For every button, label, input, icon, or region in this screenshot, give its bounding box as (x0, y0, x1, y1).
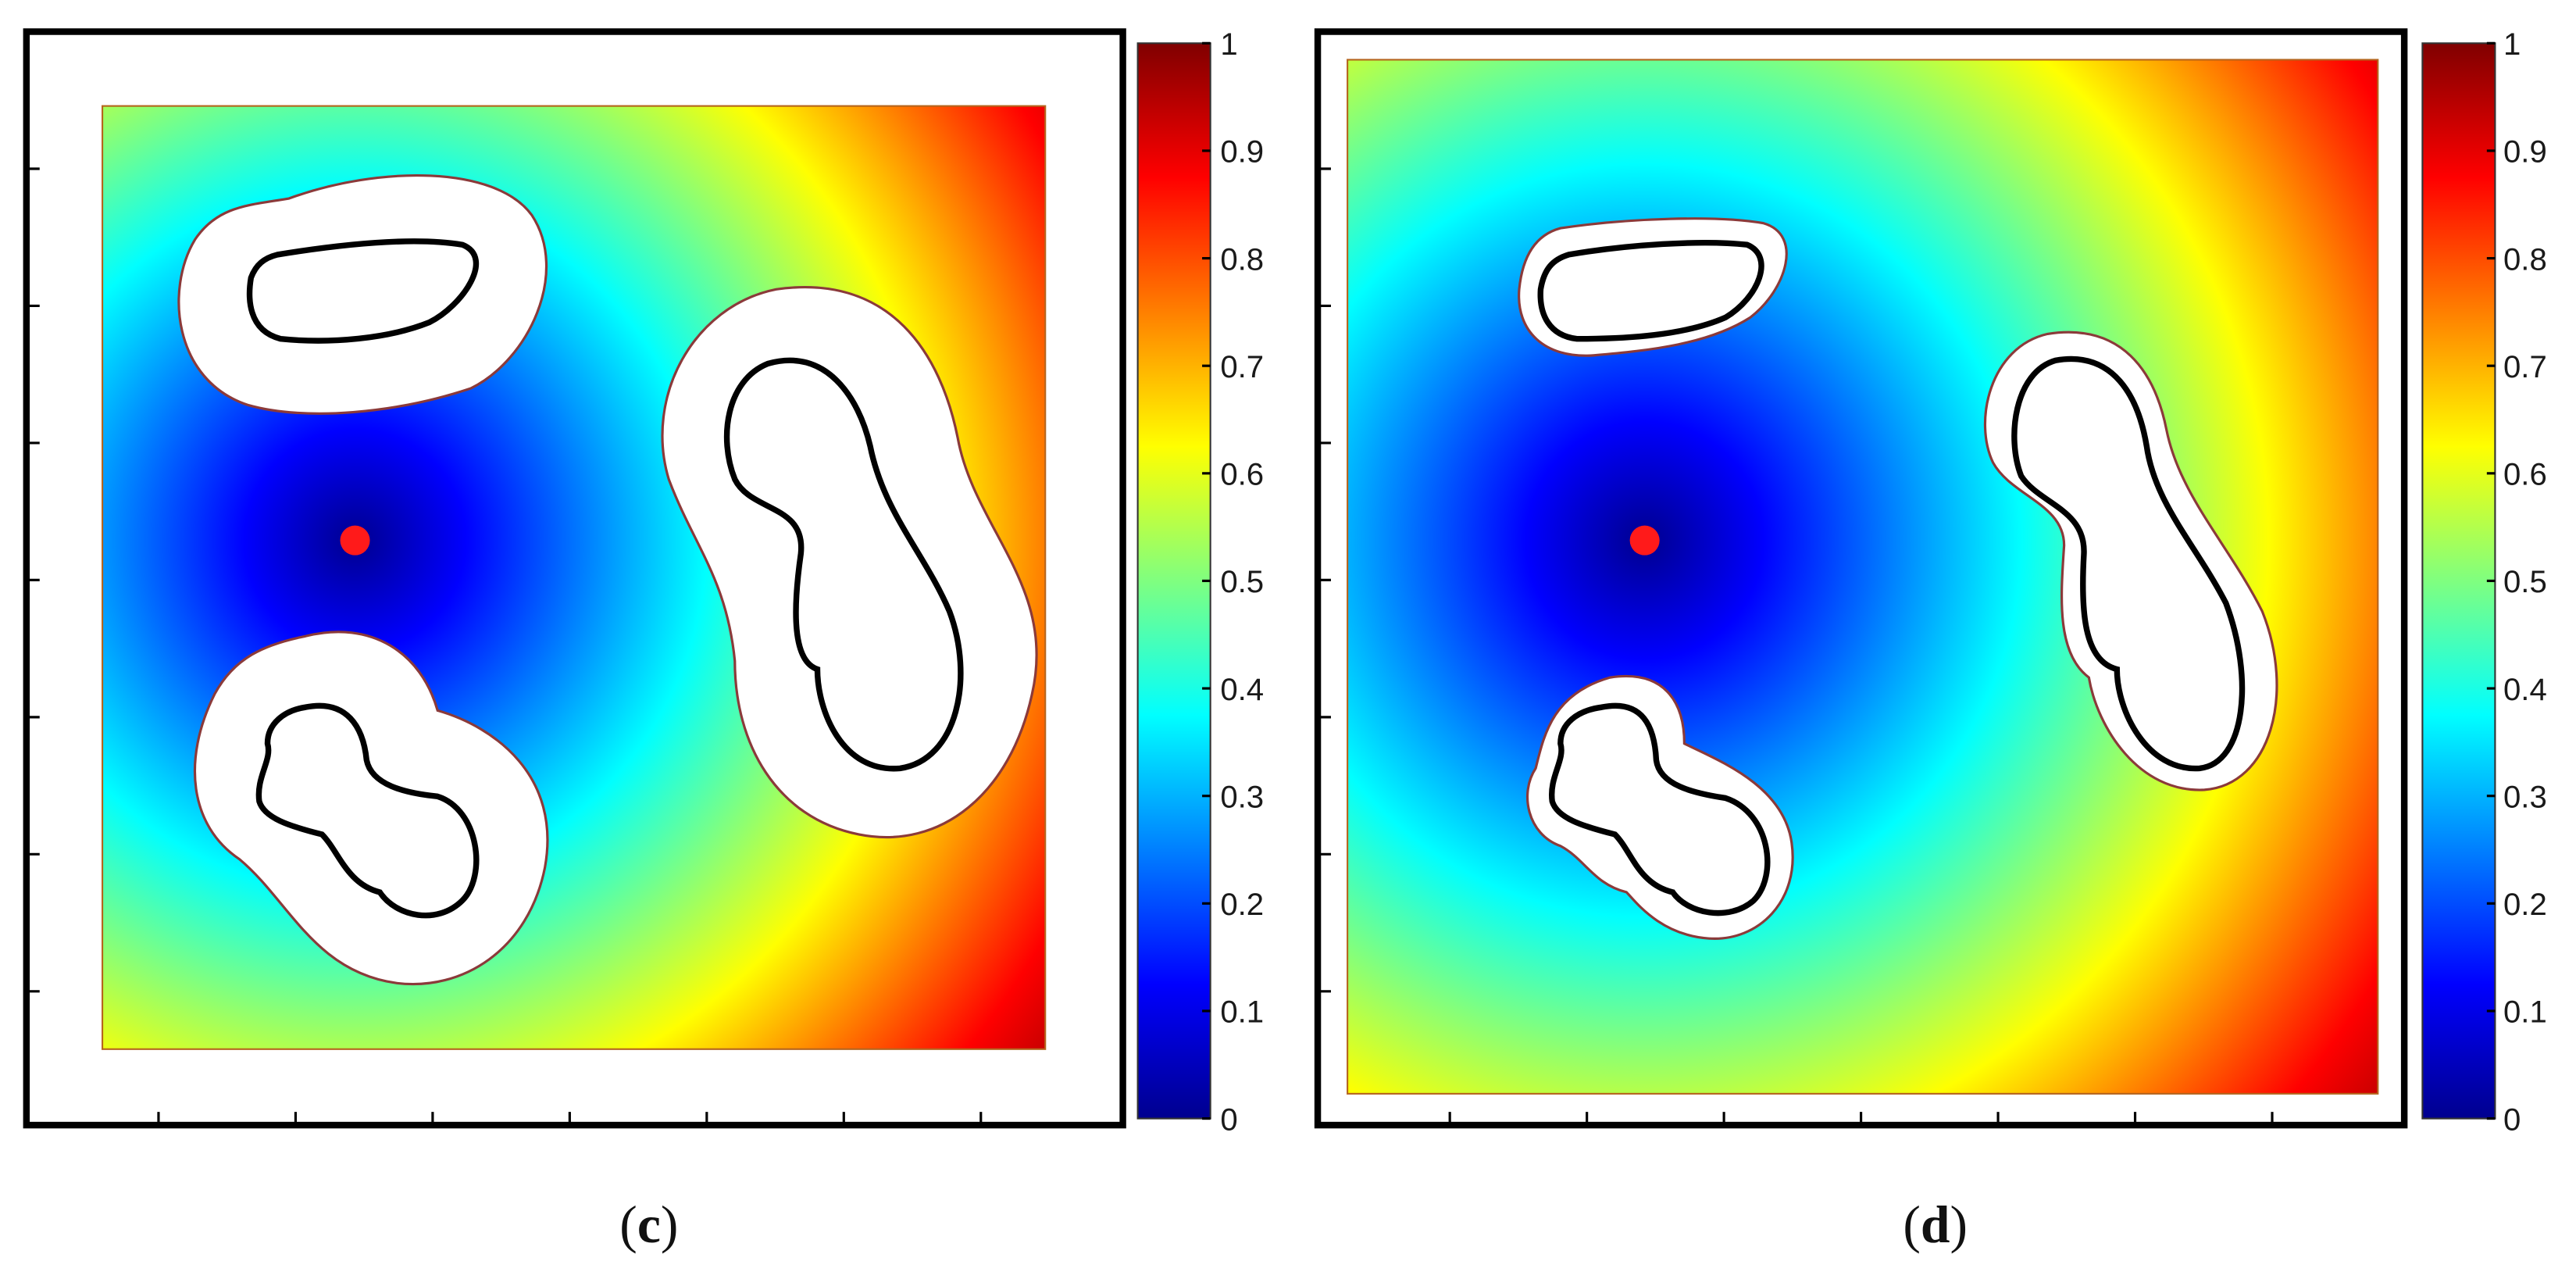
panel-d-colorbar: 0 0.1 0.2 0.3 0.4 0.5 0.6 0.7 0.8 0.9 1 (2421, 27, 2547, 1137)
panel-c-obstacle-top-core (246, 238, 480, 344)
panel-c-cbar-label-1: 0.1 (1220, 995, 1264, 1030)
panel-c-cbar-label-8: 0.8 (1220, 241, 1264, 277)
panel-c-obstacle-bottom-core (255, 702, 480, 919)
panel-c-cbar-label-9: 0.9 (1220, 134, 1264, 170)
panel-d-caption: (d) (1903, 1195, 1968, 1254)
panel-d-cbar-label-6: 0.6 (2503, 457, 2547, 492)
panel-d-cbar-label-7: 0.7 (2503, 349, 2547, 384)
panel-d-cbar-label-5: 0.5 (2503, 564, 2547, 599)
panel-c-caption: (c) (619, 1195, 678, 1254)
panel-c-source-marker (340, 525, 370, 556)
panel-c-cbar-label-3: 0.3 (1220, 780, 1264, 815)
panel-d-cbar-label-4: 0.4 (2503, 672, 2547, 707)
panel-c-cbar-label-2: 0.2 (1220, 887, 1264, 922)
panel-c-cbar-label-0: 0 (1220, 1102, 1237, 1137)
panel-c-cbar-label-6: 0.6 (1220, 457, 1264, 492)
panel-c-cbar-label-7: 0.7 (1220, 349, 1264, 384)
panel-d-cbar-label-8: 0.8 (2503, 241, 2547, 277)
panel-d-obstacle-bottom-core (1549, 702, 1771, 916)
panel-d-obstacle-right-core (2011, 355, 2246, 772)
panel-c-cbar-label-4: 0.4 (1220, 672, 1264, 707)
panel-d-cbar-label-9: 0.9 (2503, 134, 2547, 170)
panel-c-cbar-label-10: 1 (1220, 27, 1237, 62)
panel-d-cbar-label-1: 0.1 (2503, 995, 2547, 1030)
panel-c-colorbar: 0 0.1 0.2 0.3 0.4 0.5 0.6 0.7 0.8 0.9 1 (1136, 27, 1264, 1137)
panel-c-cbar-label-5: 0.5 (1220, 564, 1264, 599)
panel-d-cbar-label-0: 0 (2503, 1102, 2521, 1137)
panel-d-cbar-label-3: 0.3 (2503, 780, 2547, 815)
panel-d-ticks (1318, 167, 2274, 1126)
panel-d-cbar-label-2: 0.2 (2503, 887, 2547, 922)
panel-c-obstacle-right-core (723, 357, 964, 772)
panel-c-ticks (26, 167, 983, 1126)
panel-d-source-marker (1629, 525, 1660, 556)
panel-c: 0 0.1 0.2 0.3 0.4 0.5 0.6 0.7 0.8 0.9 1 … (23, 27, 1264, 1254)
panel-d-obstacle-top-core (1537, 240, 1764, 342)
panel-d-cbar-label-10: 1 (2503, 27, 2521, 62)
panel-d: 0 0.1 0.2 0.3 0.4 0.5 0.6 0.7 0.8 0.9 1 … (1314, 27, 2547, 1254)
